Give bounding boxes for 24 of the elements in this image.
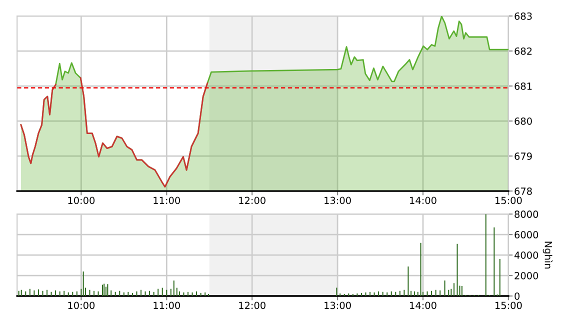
y-tick-label: 8000 xyxy=(514,210,538,218)
x-tick-label: 10:00 xyxy=(68,302,95,310)
y-tick-label: 0 xyxy=(514,292,520,300)
y-tick-label: 6000 xyxy=(514,231,538,238)
y-tick-label: 680 xyxy=(514,118,532,125)
x-tick-label: 13:00 xyxy=(324,196,351,204)
y-tick-label: 2000 xyxy=(514,272,538,280)
x-tick-label: 14:00 xyxy=(410,302,436,310)
x-tick-label: 10:00 xyxy=(68,196,95,204)
x-tick-label: 13:00 xyxy=(324,302,351,310)
y-tick-label: 681 xyxy=(514,82,532,90)
y-tick-label: 683 xyxy=(514,12,532,20)
y-tick-label: 679 xyxy=(514,152,532,160)
x-tick-label: 14:00 xyxy=(410,196,436,204)
x-tick-label: 15:00 xyxy=(496,302,522,310)
x-tick-label: 15:00 xyxy=(496,196,522,204)
y-tick-label: 4000 xyxy=(514,252,538,259)
y-axis-title: Nghìn xyxy=(542,242,553,268)
x-tick-label: 11:00 xyxy=(154,302,180,310)
y-tick-label: 678 xyxy=(514,188,532,195)
x-tick-label: 12:00 xyxy=(239,302,266,310)
y-tick-label: 682 xyxy=(514,47,532,55)
x-tick-label: 12:00 xyxy=(239,196,266,204)
x-tick-label: 11:00 xyxy=(154,196,180,204)
